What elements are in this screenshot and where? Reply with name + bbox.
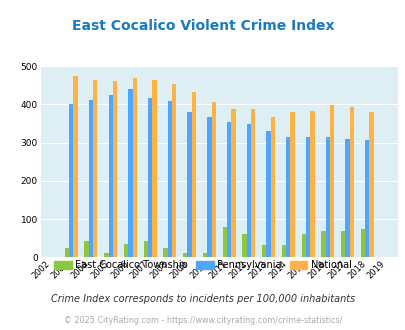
Bar	[152, 80, 156, 257]
Bar	[104, 253, 108, 257]
Bar	[369, 112, 373, 257]
Bar	[89, 100, 93, 257]
Bar	[246, 124, 250, 257]
Bar	[340, 231, 345, 257]
Bar	[286, 137, 290, 257]
Bar	[226, 121, 231, 257]
Bar	[187, 112, 191, 257]
Bar	[320, 231, 325, 257]
Bar	[349, 107, 353, 257]
Bar	[364, 140, 369, 257]
Bar	[345, 139, 349, 257]
Bar	[329, 105, 333, 257]
Bar	[124, 244, 128, 257]
Bar	[93, 80, 97, 257]
Bar	[222, 227, 226, 257]
Bar	[281, 245, 286, 257]
Bar	[207, 117, 211, 257]
Bar	[167, 101, 172, 257]
Bar	[270, 116, 275, 257]
Bar	[290, 112, 294, 257]
Bar	[242, 234, 246, 257]
Bar	[325, 137, 329, 257]
Bar	[183, 253, 187, 257]
Bar	[69, 104, 73, 257]
Text: East Cocalico Violent Crime Index: East Cocalico Violent Crime Index	[72, 19, 333, 33]
Bar	[250, 109, 255, 257]
Bar	[202, 253, 207, 257]
Bar	[128, 89, 132, 257]
Bar	[305, 137, 309, 257]
Bar	[231, 109, 235, 257]
Text: © 2025 CityRating.com - https://www.cityrating.com/crime-statistics/: © 2025 CityRating.com - https://www.city…	[64, 316, 341, 325]
Bar	[113, 81, 117, 257]
Bar	[301, 234, 305, 257]
Bar	[64, 248, 69, 257]
Bar	[262, 245, 266, 257]
Bar	[172, 84, 176, 257]
Bar	[108, 95, 113, 257]
Bar	[143, 241, 147, 257]
Legend: East Cocalico Township, Pennsylvania, National: East Cocalico Township, Pennsylvania, Na…	[50, 256, 355, 274]
Text: Crime Index corresponds to incidents per 100,000 inhabitants: Crime Index corresponds to incidents per…	[51, 294, 354, 304]
Bar	[360, 229, 364, 257]
Bar	[266, 131, 270, 257]
Bar	[147, 98, 152, 257]
Bar	[191, 92, 196, 257]
Bar	[163, 248, 167, 257]
Bar	[73, 76, 77, 257]
Bar	[132, 78, 136, 257]
Bar	[211, 102, 215, 257]
Bar	[309, 111, 314, 257]
Bar	[84, 241, 89, 257]
